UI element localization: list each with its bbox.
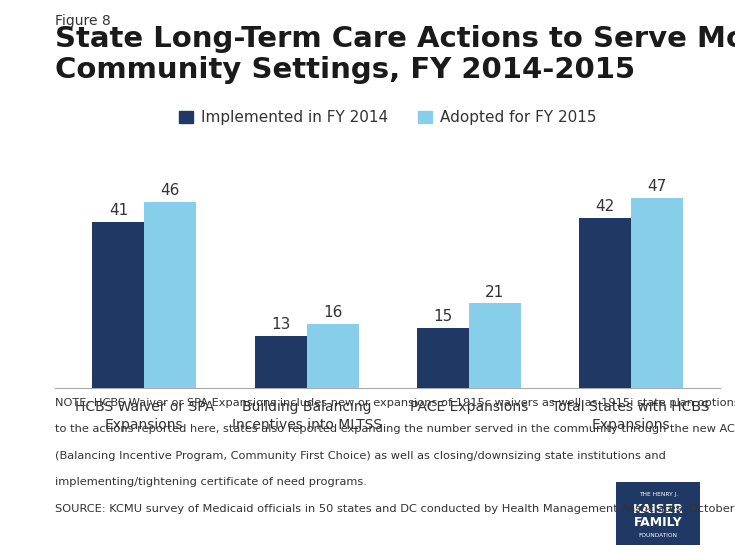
Bar — [93, 222, 144, 388]
Text: Figure 8: Figure 8 — [55, 14, 111, 28]
Text: KAISER: KAISER — [633, 503, 684, 516]
Bar — [144, 202, 196, 388]
Bar — [254, 336, 306, 388]
Text: to the actions reported here, states also reported expanding the number served i: to the actions reported here, states als… — [55, 424, 735, 434]
Legend: Implemented in FY 2014, Adopted for FY 2015: Implemented in FY 2014, Adopted for FY 2… — [179, 110, 596, 126]
Text: FAMILY: FAMILY — [634, 516, 683, 529]
Bar — [306, 323, 359, 388]
Text: State Long-Term Care Actions to Serve More Individuals in
Community Settings, FY: State Long-Term Care Actions to Serve Mo… — [55, 25, 735, 84]
Text: 16: 16 — [323, 305, 343, 320]
Text: 21: 21 — [485, 285, 504, 300]
Text: 15: 15 — [433, 309, 453, 324]
Text: 41: 41 — [109, 203, 128, 218]
Text: 42: 42 — [595, 199, 614, 214]
Bar — [579, 218, 631, 388]
Bar — [417, 328, 469, 388]
Text: implementing/tightening certificate of need programs.: implementing/tightening certificate of n… — [55, 477, 367, 487]
Text: THE HENRY J.: THE HENRY J. — [639, 492, 678, 498]
Bar — [469, 303, 520, 388]
Text: FOUNDATION: FOUNDATION — [639, 533, 678, 538]
Text: 47: 47 — [648, 179, 667, 194]
Text: NOTE: HCBS Waiver or SPA Expansions includes new or expansions of 1915c waivers : NOTE: HCBS Waiver or SPA Expansions incl… — [55, 398, 735, 408]
Text: (Balancing Incentive Program, Community First Choice) as well as closing/downsiz: (Balancing Incentive Program, Community … — [55, 451, 666, 461]
Text: 46: 46 — [161, 183, 180, 198]
Text: 13: 13 — [271, 317, 290, 332]
Text: SOURCE: KCMU survey of Medicaid officials in 50 states and DC conducted by Healt: SOURCE: KCMU survey of Medicaid official… — [55, 504, 735, 514]
Bar — [631, 198, 683, 388]
